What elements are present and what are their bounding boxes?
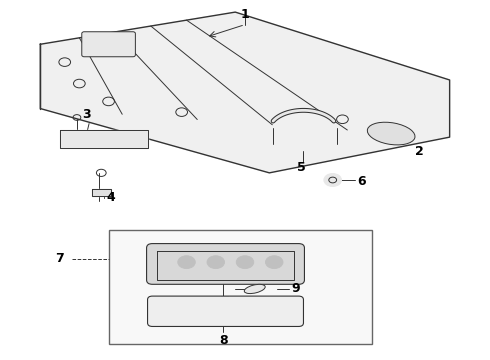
Polygon shape [92, 189, 111, 196]
Polygon shape [60, 130, 147, 148]
Ellipse shape [368, 122, 415, 145]
Text: 5: 5 [296, 161, 305, 174]
Polygon shape [40, 12, 450, 173]
FancyBboxPatch shape [147, 296, 303, 327]
Text: 1: 1 [241, 8, 249, 21]
Text: 9: 9 [291, 283, 300, 296]
Polygon shape [157, 251, 294, 280]
Circle shape [266, 256, 283, 269]
FancyBboxPatch shape [82, 32, 135, 57]
Ellipse shape [245, 284, 265, 293]
Text: 8: 8 [219, 334, 227, 347]
Text: 2: 2 [415, 145, 424, 158]
Circle shape [236, 256, 254, 269]
FancyBboxPatch shape [147, 244, 304, 284]
FancyBboxPatch shape [109, 230, 372, 344]
Circle shape [178, 256, 196, 269]
Circle shape [324, 174, 342, 186]
Text: 7: 7 [55, 252, 64, 265]
Circle shape [207, 256, 224, 269]
Text: 3: 3 [82, 108, 91, 121]
Text: 4: 4 [106, 192, 115, 204]
Text: 6: 6 [357, 175, 366, 188]
